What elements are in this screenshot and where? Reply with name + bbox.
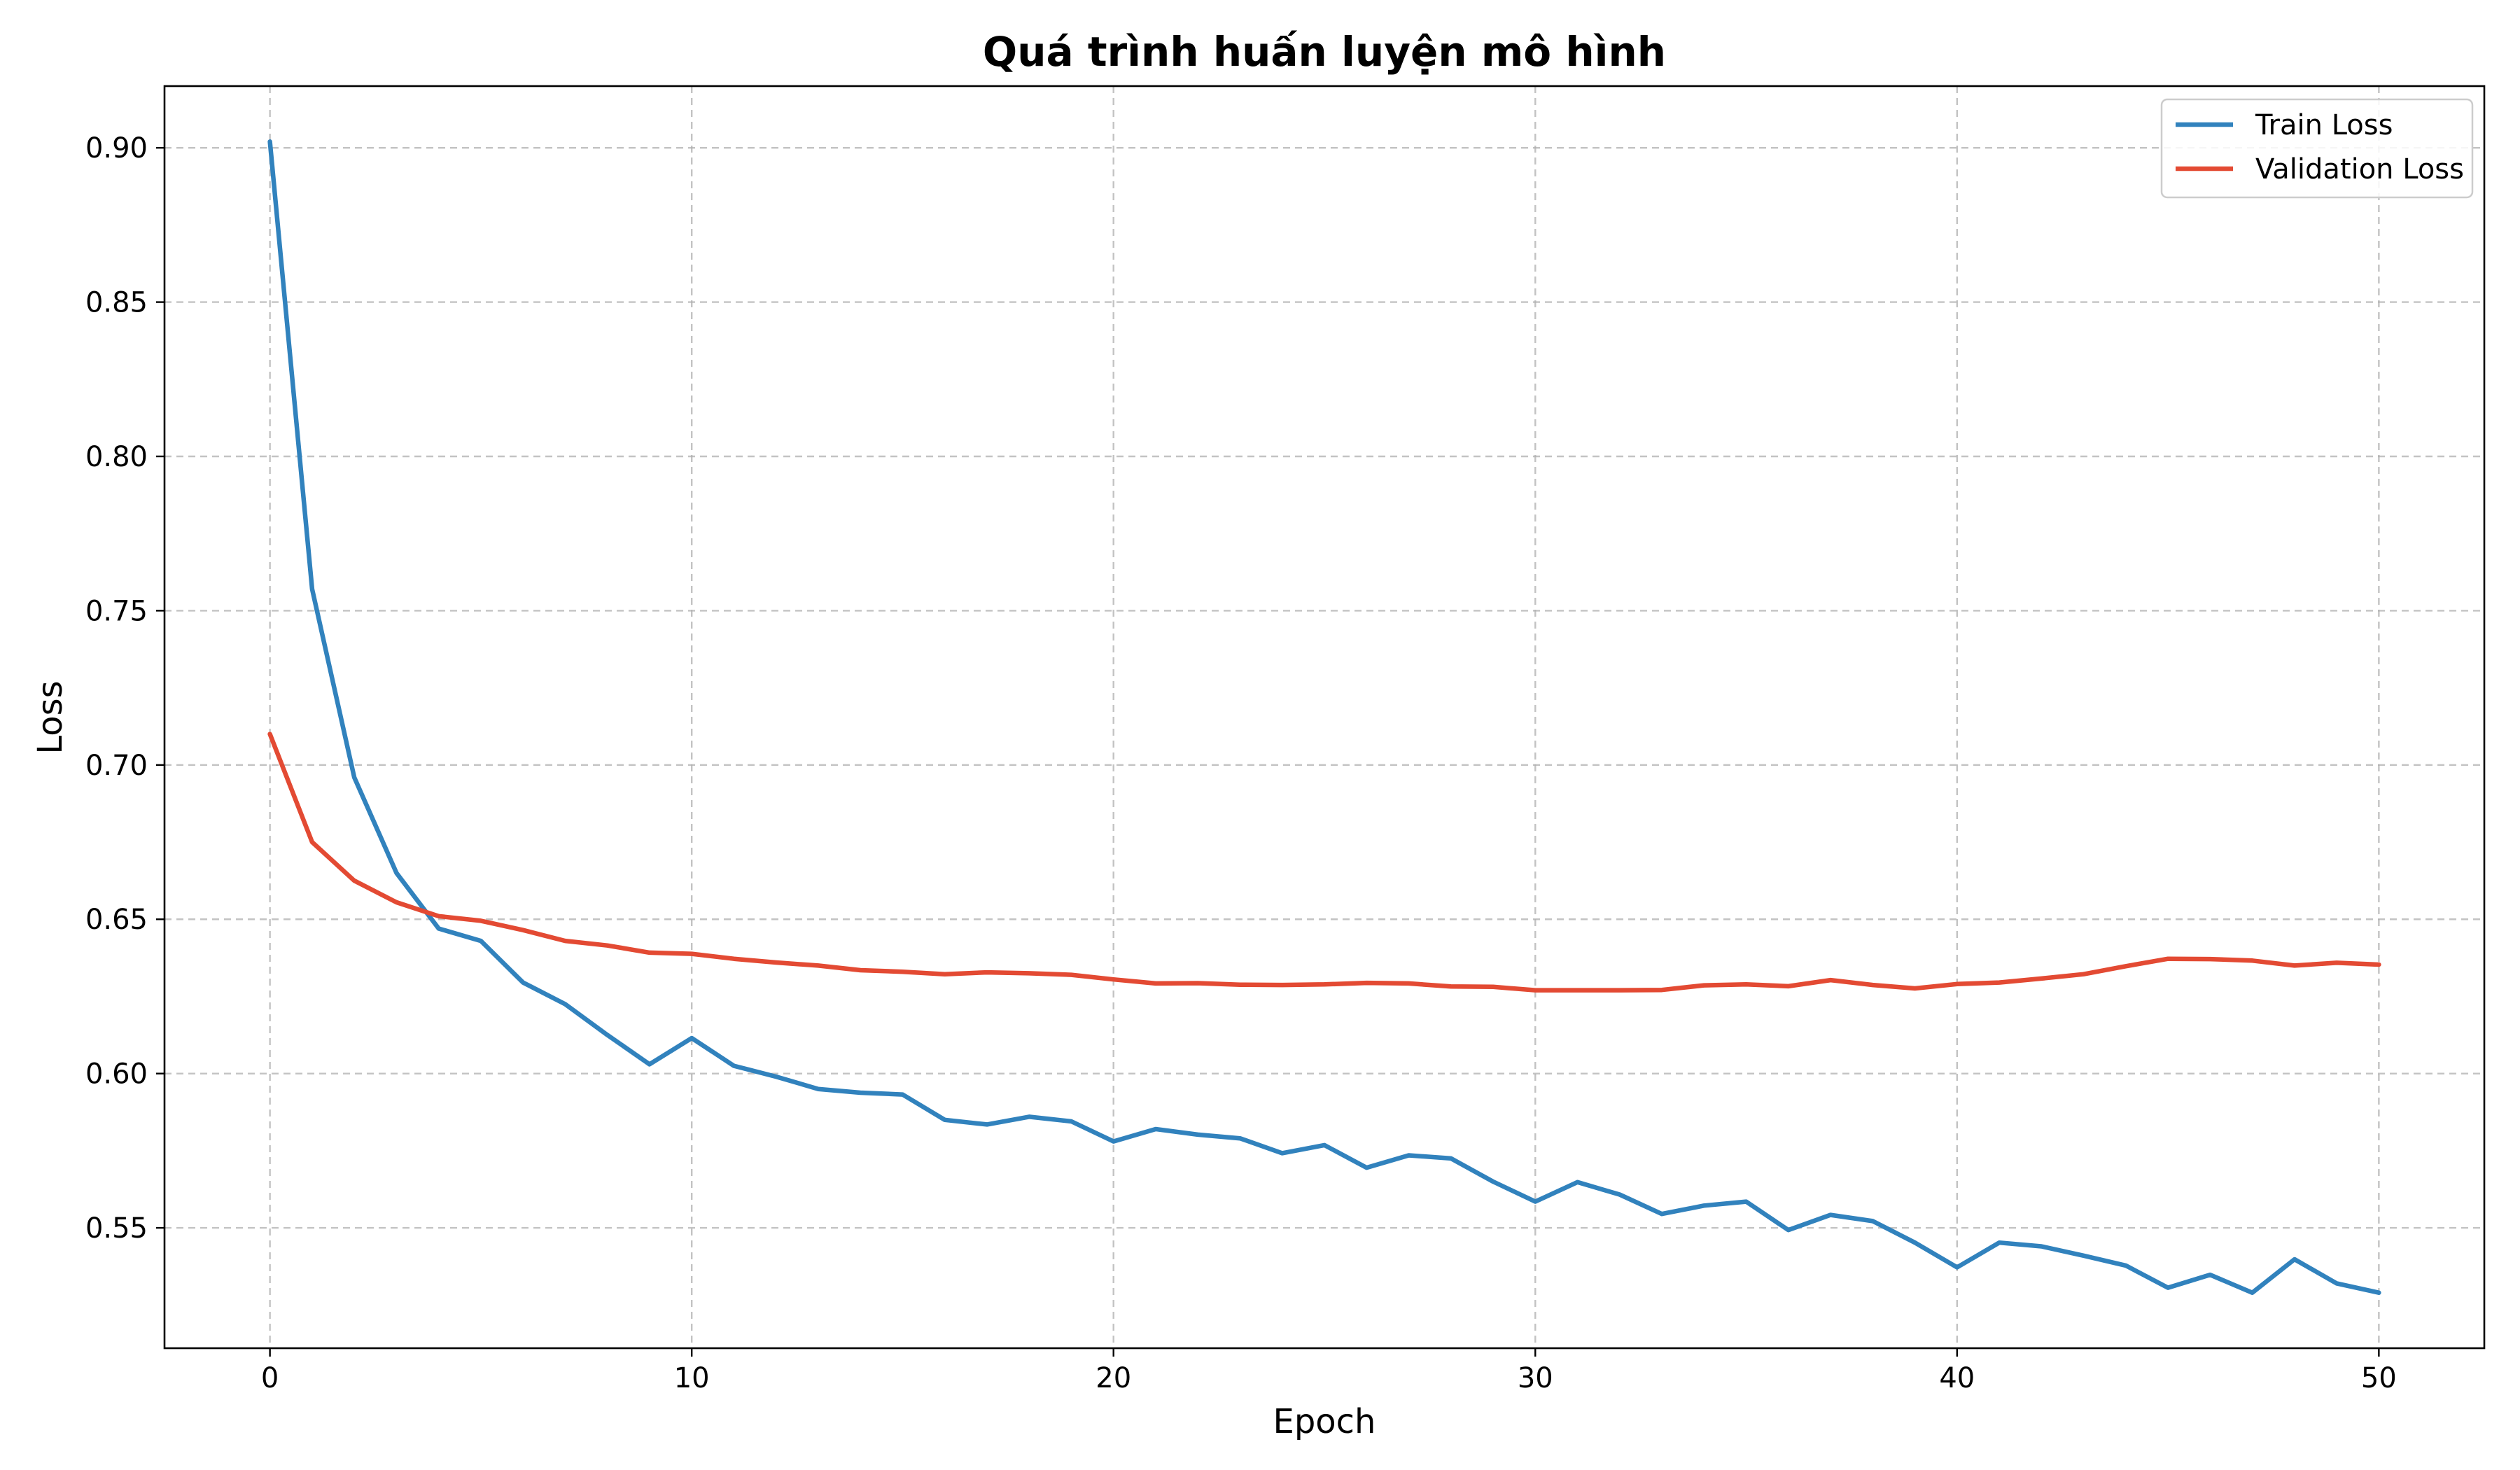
plot-frame — [163, 85, 2486, 1350]
x-tick-label: 20 — [1096, 1362, 1131, 1394]
legend-box — [2160, 98, 2474, 199]
y-tick-label: 0.85 — [85, 287, 148, 319]
x-tick-label: 0 — [261, 1362, 279, 1394]
chart-title: Quá trình huấn luyện mô hình — [983, 28, 1666, 76]
y-tick-label: 0.70 — [85, 750, 148, 782]
series-line-train-loss — [267, 139, 2381, 1295]
y-tick-label: 0.75 — [85, 595, 148, 627]
y-tick-label: 0.65 — [85, 904, 148, 936]
series-lines — [267, 139, 2381, 1295]
x-tick-label: 30 — [1518, 1362, 1553, 1394]
x-tick-label: 50 — [2361, 1362, 2397, 1394]
x-axis-label: Epoch — [1273, 1402, 1376, 1441]
series-line-validation-loss — [267, 732, 2381, 993]
axis-ticks: 0 10 20 30 40 50 0.55 0.60 0.65 0.70 0.75 0.80 0.85 0… — [85, 132, 2397, 1394]
legend: Train Loss Validation Loss — [2160, 98, 2474, 199]
y-tick-label: 0.80 — [85, 441, 148, 473]
y-axis-label: Loss — [31, 680, 70, 754]
grid — [164, 86, 2484, 1348]
legend-label-validation-loss: Validation Loss — [2255, 153, 2464, 186]
y-tick-label: 0.60 — [85, 1058, 148, 1091]
y-tick-label: 0.55 — [85, 1212, 148, 1245]
legend-label-train-loss: Train Loss — [2255, 109, 2393, 141]
y-tick-label: 0.90 — [85, 132, 148, 164]
x-tick-label: 40 — [1939, 1362, 1975, 1394]
x-tick-label: 10 — [674, 1362, 710, 1394]
